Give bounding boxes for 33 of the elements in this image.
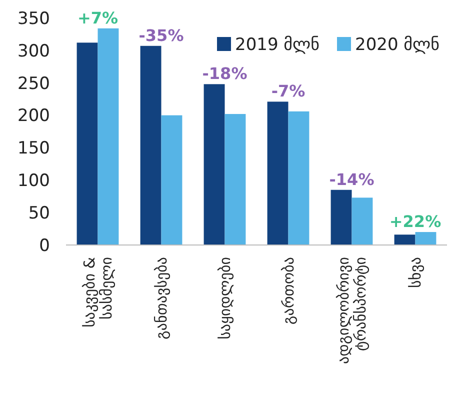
y-tick-label: 200 [18, 106, 50, 126]
x-tick-label: გართობა [280, 257, 298, 324]
bar [352, 198, 373, 245]
bar [267, 102, 288, 245]
y-tick-label: 0 [39, 236, 50, 256]
y-tick-label: 100 [18, 171, 50, 192]
bar [161, 115, 182, 245]
legend-label: 2019 მლნ [235, 35, 320, 55]
y-tick-label: 300 [18, 41, 50, 62]
bar [98, 28, 119, 245]
bar [140, 46, 162, 245]
bar [224, 114, 246, 245]
annotation: -18% [202, 64, 248, 84]
x-tick-label: საყიდლები [216, 256, 234, 340]
bar [415, 232, 436, 245]
y-tick-label: 150 [18, 138, 50, 159]
y-tick-label: 350 [18, 8, 50, 29]
bar [76, 42, 98, 245]
bar [330, 190, 352, 245]
annotation: +7% [77, 8, 118, 28]
bar [288, 111, 310, 245]
bar [204, 84, 225, 245]
annotation: -14% [329, 170, 374, 189]
x-tick-label: განთავსება [152, 257, 170, 340]
legend-label: 2020 მლნ [355, 35, 440, 55]
annotation: -7% [271, 82, 306, 101]
annotation: +22% [389, 212, 442, 232]
x-tick-label: სხვა [406, 257, 424, 288]
bar [394, 234, 416, 245]
y-tick-label: 50 [28, 204, 50, 224]
annotation: -35% [138, 26, 184, 45]
y-tick-label: 250 [18, 74, 50, 94]
x-tick-label: საკვები & სასმელი [80, 256, 116, 328]
